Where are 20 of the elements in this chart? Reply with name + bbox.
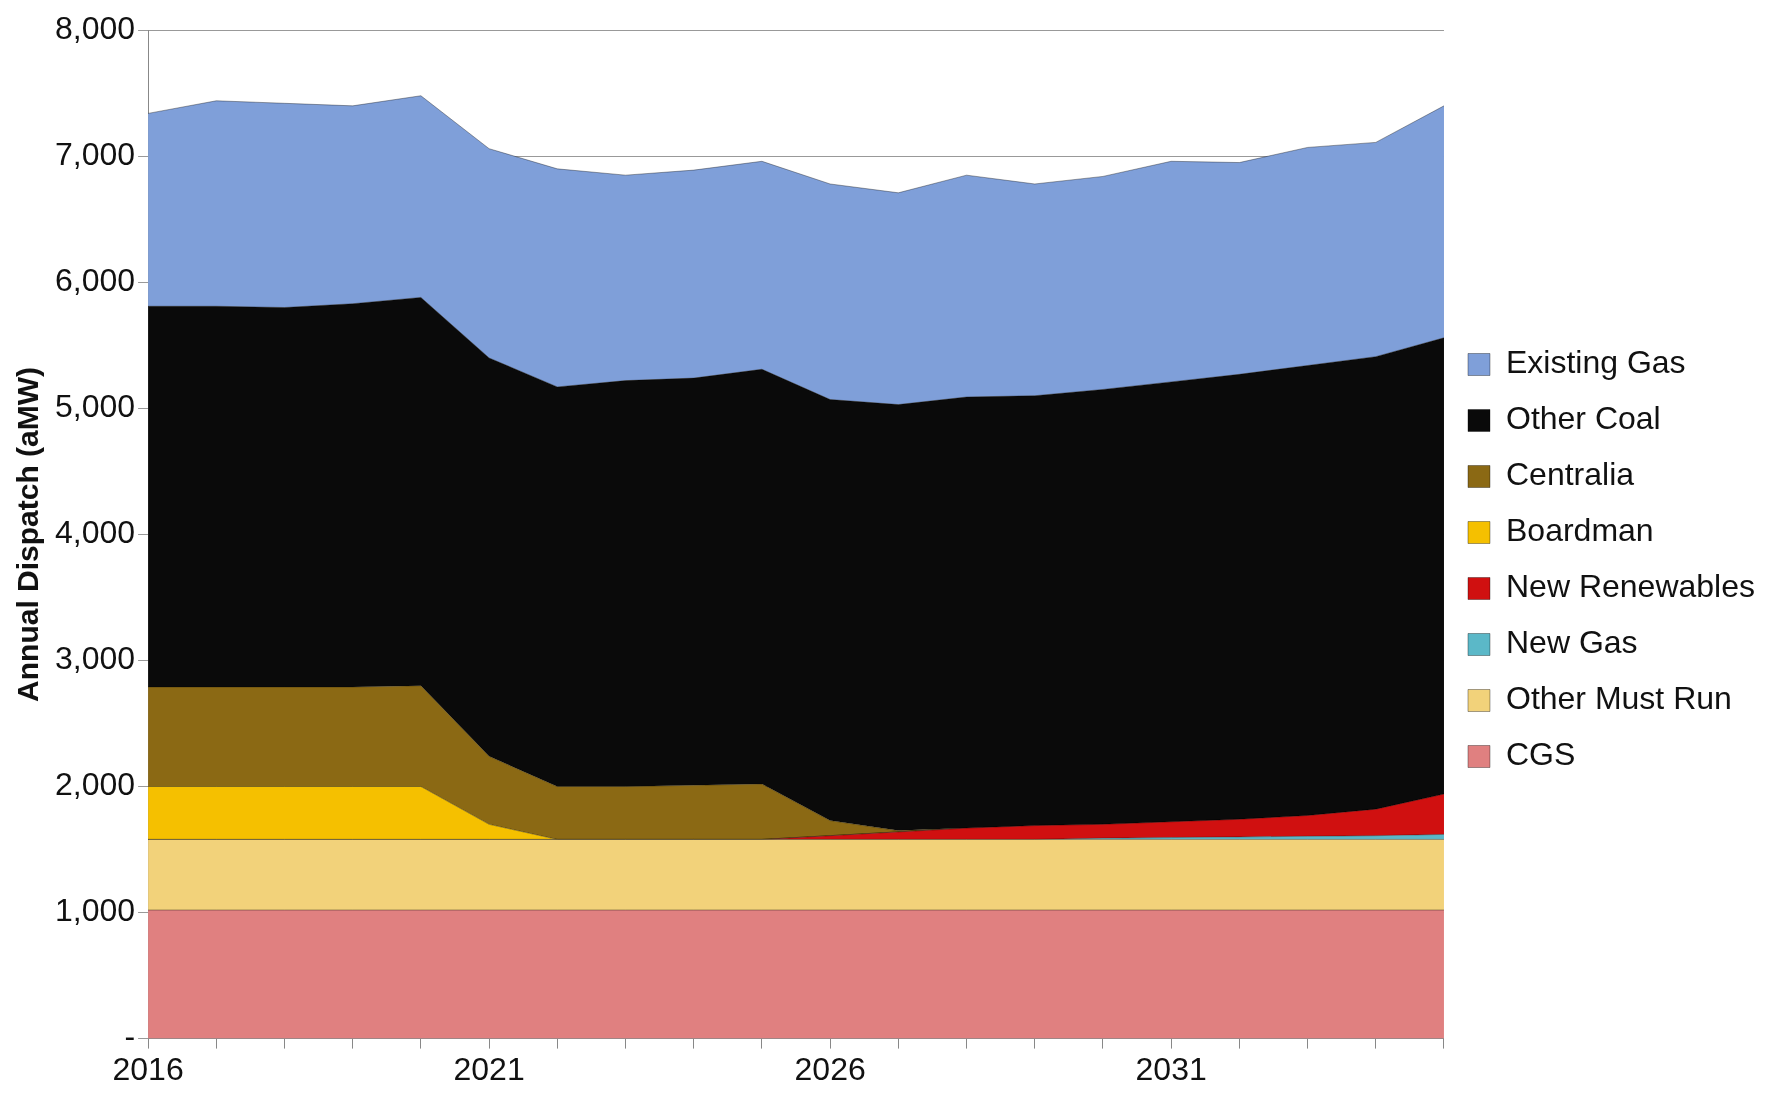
legend-label: Boardman	[1505, 512, 1654, 549]
x-tick-label: 2026	[794, 1050, 866, 1087]
y-tick-label: 7,000	[55, 136, 136, 173]
y-axis-title: Annual Dispatch (aMW)	[11, 366, 45, 702]
legend-label: New Renewables	[1505, 568, 1755, 605]
y-tick-label: 5,000	[55, 388, 136, 425]
legend-label: Other Coal	[1505, 400, 1661, 437]
y-tick-label: 2,000	[55, 766, 136, 803]
x-tick-label: 2031	[1135, 1050, 1207, 1087]
legend-label: Existing Gas	[1505, 344, 1686, 381]
x-tick-label: 2021	[453, 1050, 525, 1087]
legend-label: New Gas	[1505, 624, 1638, 661]
legend-label: Other Must Run	[1505, 680, 1732, 717]
y-tick-label: 3,000	[55, 640, 136, 677]
y-tick-label: 1,000	[55, 892, 136, 929]
legend-label: CGS	[1505, 736, 1576, 773]
y-tick-label: 8,000	[55, 10, 136, 47]
y-tick-label: 4,000	[55, 514, 136, 551]
legend-label: Centralia	[1505, 456, 1635, 493]
y-tick-label: 6,000	[55, 262, 136, 299]
